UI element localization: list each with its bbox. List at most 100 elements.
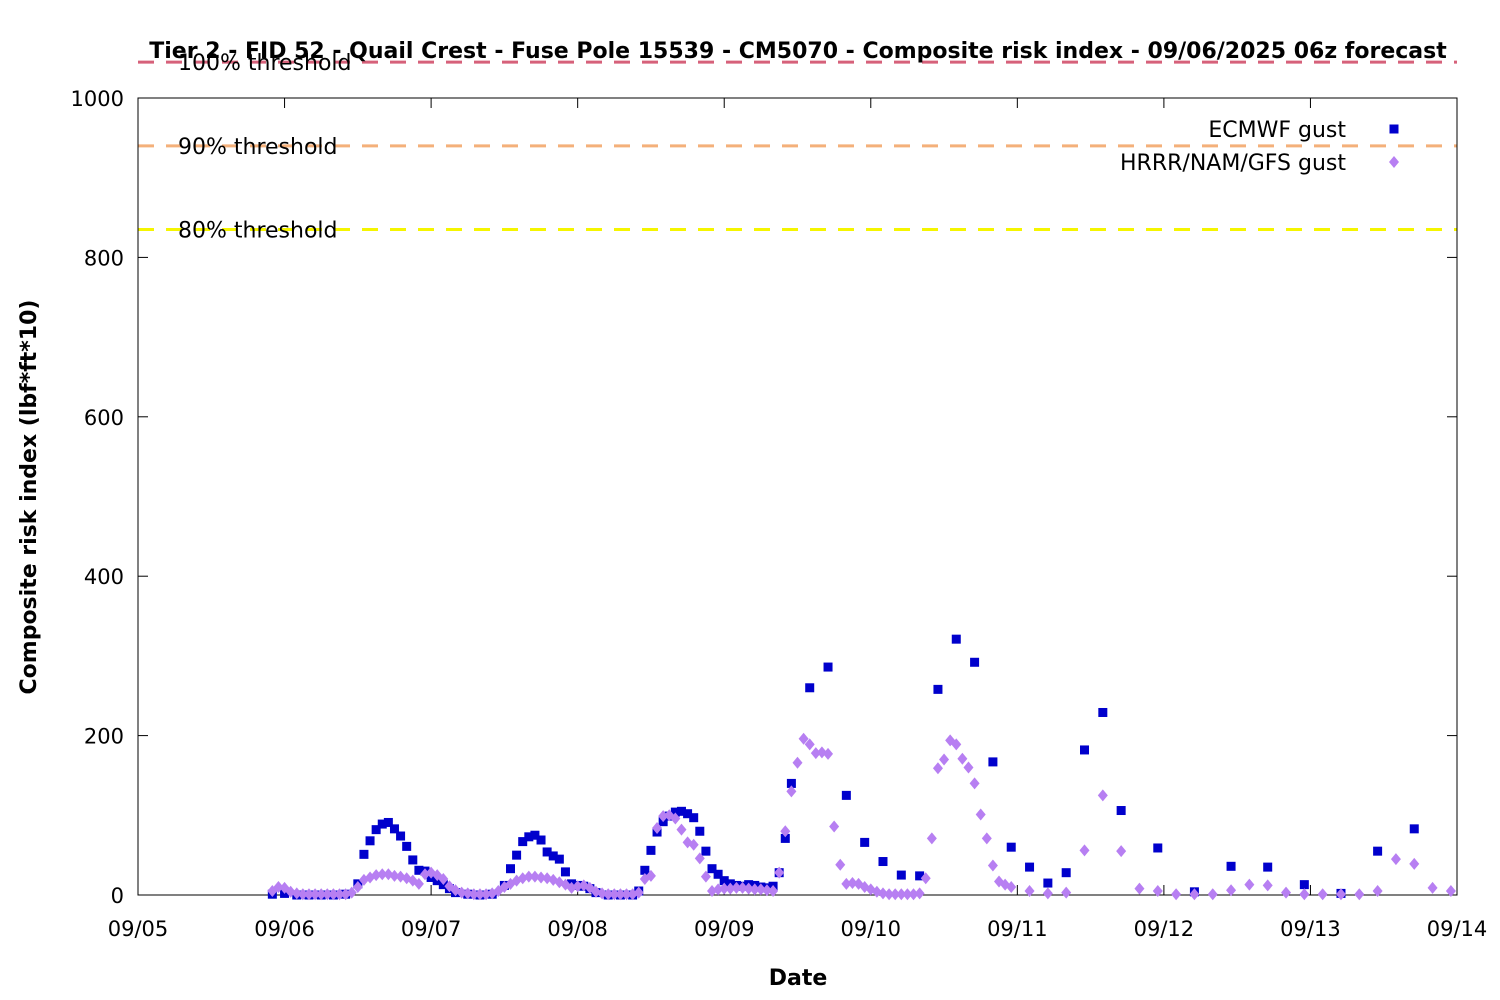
hrrr-point <box>877 887 888 900</box>
hrrr-point <box>761 884 772 897</box>
ecmwf-point <box>1299 880 1309 890</box>
hrrr-point <box>835 858 846 871</box>
threshold-label: 100% threshold <box>178 51 352 76</box>
ecmwf-point <box>640 865 650 875</box>
hrrr-point <box>1226 884 1237 897</box>
series-0 <box>267 634 1419 900</box>
ecmwf-point <box>365 836 375 846</box>
ecmwf-point <box>536 835 546 845</box>
hrrr-point <box>1171 888 1182 901</box>
hrrr-point <box>456 886 467 899</box>
hrrr-point <box>969 777 980 790</box>
hrrr-point <box>920 872 931 885</box>
hrrr-point <box>737 881 748 894</box>
threshold-lines: 100% threshold 90% threshold 80% threshold <box>138 51 1457 244</box>
hrrr-point <box>1042 887 1053 900</box>
hrrr-point <box>346 886 357 899</box>
hrrr-point <box>1244 878 1255 891</box>
hrrr-point <box>1281 886 1292 899</box>
plot-area-border <box>137 97 1458 896</box>
ecmwf-point <box>1098 707 1108 717</box>
x-tick-label: 09/09 <box>694 917 755 941</box>
hrrr-point <box>700 870 711 883</box>
ecmwf-point <box>707 864 717 874</box>
hrrr-point <box>609 888 620 901</box>
ecmwf-point <box>1409 824 1419 834</box>
ecmwf-point <box>1061 868 1071 878</box>
x-tick-label: 09/07 <box>401 917 462 941</box>
hrrr-point <box>352 881 363 894</box>
ecmwf-point <box>701 846 711 856</box>
hrrr-point <box>334 888 345 901</box>
hrrr-point <box>688 838 699 851</box>
hrrr-point <box>377 868 388 881</box>
ecmwf-point <box>542 847 552 857</box>
ecmwf-point <box>377 819 387 829</box>
hrrr-point <box>829 820 840 833</box>
ecmwf-point <box>383 817 393 827</box>
hrrr-point <box>743 882 754 895</box>
y-axis-label: Composite risk index (lbf*ft*10) <box>17 300 42 695</box>
ecmwf-point <box>1373 846 1383 856</box>
ecmwf-point <box>518 837 528 847</box>
ecmwf-point <box>1043 878 1053 888</box>
x-tick-label: 09/14 <box>1427 917 1488 941</box>
hrrr-point <box>786 785 797 798</box>
hrrr-point <box>963 761 974 774</box>
hrrr-point <box>1006 881 1017 894</box>
ecmwf-point <box>646 845 656 855</box>
hrrr-point <box>1097 789 1108 802</box>
ecmwf-point <box>402 841 412 851</box>
data-points <box>267 634 1456 901</box>
ecmwf-point <box>1025 862 1035 872</box>
hrrr-point <box>273 881 284 894</box>
hrrr-point <box>1116 845 1127 858</box>
ecmwf-point <box>933 684 943 694</box>
x-tick-label: 09/06 <box>254 917 315 941</box>
hrrr-point <box>670 812 681 825</box>
hrrr-point <box>981 832 992 845</box>
hrrr-point <box>957 752 968 765</box>
ecmwf-point <box>780 833 790 843</box>
hrrr-point <box>1390 853 1401 866</box>
hrrr-point <box>1354 888 1365 901</box>
hrrr-point <box>951 738 962 751</box>
ecmwf-point <box>359 849 369 859</box>
x-tick-label: 09/12 <box>1134 917 1195 941</box>
hrrr-point <box>328 888 339 901</box>
threshold-label: 80% threshold <box>178 219 338 244</box>
hrrr-point <box>932 762 943 775</box>
ecmwf-point <box>414 865 424 875</box>
hrrr-point <box>1134 882 1145 895</box>
y-tick-label: 200 <box>84 725 124 749</box>
ecmwf-point <box>805 683 815 693</box>
ecmwf-point <box>389 824 399 834</box>
hrrr-point <box>725 882 736 895</box>
hrrr-point <box>841 877 852 890</box>
hrrr-point <box>987 859 998 872</box>
x-tick-label: 09/08 <box>547 917 608 941</box>
ecmwf-point <box>719 876 729 886</box>
hrrr-point <box>462 887 473 900</box>
hrrr-point <box>810 747 821 760</box>
hrrr-point <box>371 869 382 882</box>
ecmwf-point <box>695 826 705 836</box>
series-1 <box>267 732 1456 901</box>
ecmwf-point <box>676 806 686 816</box>
threshold-label: 90% threshold <box>178 135 338 160</box>
x-tick-label: 09/10 <box>841 917 902 941</box>
hrrr-point <box>1317 888 1328 901</box>
hrrr-point <box>676 823 687 836</box>
hrrr-point <box>615 888 626 901</box>
ecmwf-point <box>371 825 381 835</box>
hrrr-point <box>975 808 986 821</box>
ecmwf-point <box>396 831 406 841</box>
legend: ECMWF gust HRRR/NAM/GFS gust <box>1120 118 1399 176</box>
hrrr-point <box>645 869 656 882</box>
legend-label: HRRR/NAM/GFS gust <box>1120 151 1346 176</box>
y-tick-label: 400 <box>84 565 124 589</box>
hrrr-point <box>1024 885 1035 898</box>
y-tick-label: 800 <box>84 246 124 270</box>
hrrr-point <box>798 732 809 745</box>
